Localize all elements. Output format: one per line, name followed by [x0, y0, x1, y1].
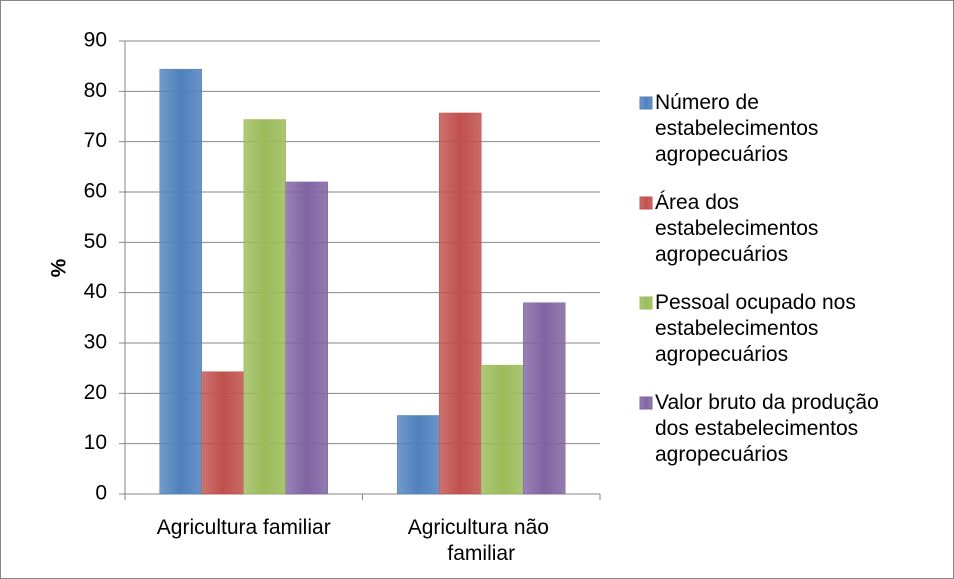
y-tick-label: 80: [84, 79, 107, 102]
y-tick-label: 30: [84, 331, 107, 354]
legend-label: Área dos estabelecimentos agropecuários: [655, 191, 824, 266]
legend-swatch: [639, 196, 653, 210]
y-tick-label: 0: [95, 482, 107, 505]
y-tick-label: 70: [84, 129, 107, 152]
bar: [243, 119, 286, 495]
y-tick-label: 50: [84, 230, 107, 253]
y-tick-label: 60: [84, 180, 107, 203]
legend-swatch: [639, 96, 653, 110]
y-tick-label: 40: [84, 280, 107, 303]
legend-label: Pessoal ocupado nos estabelecimentos agr…: [655, 291, 862, 366]
bar: [481, 364, 524, 495]
legend-label: Valor bruto da produção dos estabelecime…: [655, 391, 885, 466]
legend-label: Número de estabelecimentos agropecuários: [655, 91, 824, 166]
x-tick-label: Agricultura não familiar: [408, 516, 555, 565]
legend-swatch: [639, 296, 653, 310]
bar: [159, 68, 202, 495]
legend-swatch: [639, 396, 653, 410]
y-tick-label: 20: [84, 381, 107, 404]
bar: [201, 371, 244, 495]
x-tick-label: Agricultura familiar: [157, 516, 331, 539]
y-axis-label: %: [48, 258, 71, 277]
bar: [397, 415, 440, 495]
bar: [285, 181, 328, 495]
y-tick-label: 90: [84, 29, 107, 52]
y-tick-label: 10: [84, 431, 107, 454]
bar: [439, 112, 482, 495]
bar: [523, 302, 566, 495]
